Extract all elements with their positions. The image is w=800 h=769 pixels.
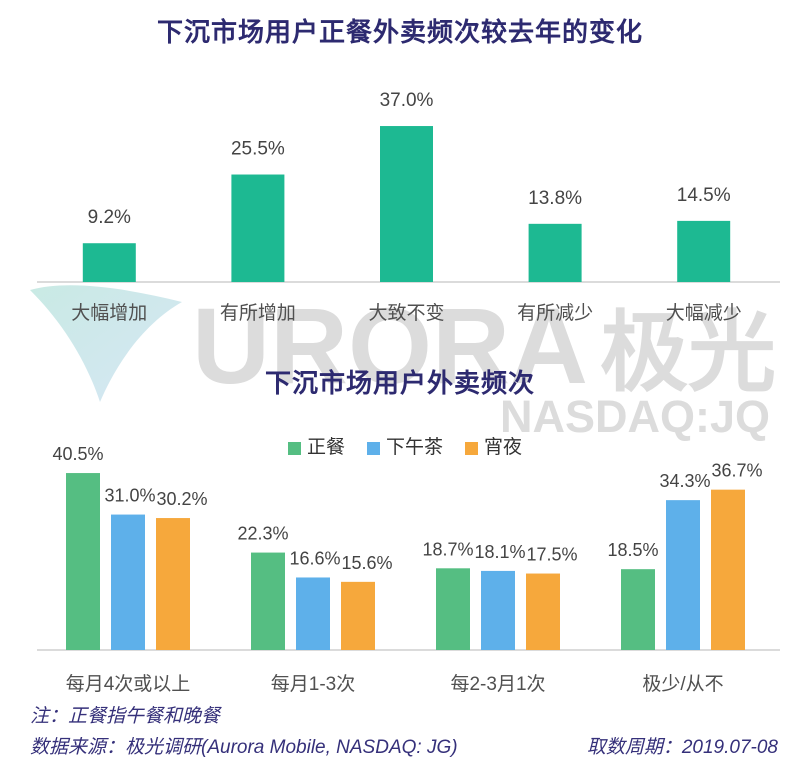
chart-2-bar [481, 570, 515, 650]
legend-label: 下午茶 [385, 437, 443, 458]
footnote-period: 取数周期：2019.07-08 [586, 737, 778, 758]
chart-2-value-label: 30.2% [156, 489, 207, 509]
chart-2-bar [156, 518, 190, 650]
chart-2-bar [621, 569, 655, 650]
chart-1-bar [528, 223, 582, 282]
chart-1-plot: 9.2% 25.5% 37.0% 13.8% 14.5% 大幅增加 有所增加 大致不变 有所减少… [37, 90, 780, 324]
chart-2-bar [111, 514, 145, 650]
chart-2-value-label: 40.5% [52, 444, 103, 464]
chart-2-value-label: 31.0% [104, 486, 155, 506]
chart-2-bar [296, 577, 330, 650]
chart-1-value-label: 13.8% [528, 188, 582, 209]
chart-1-bar [231, 174, 285, 282]
chart-1-bar [82, 243, 136, 282]
chart-2-value-label: 18.5% [607, 540, 658, 560]
chart-2-value-label: 18.1% [474, 542, 525, 562]
legend-item-meal: 正餐 [287, 436, 345, 460]
footnote-source: 数据来源：极光调研(Aurora Mobile, NASDAQ: JG) [30, 737, 458, 758]
chart-2-plot: 40.5% 31.0% 30.2% 每月4次或以上 22.3%16.6% 15.6% 每月1… [37, 444, 780, 695]
chart-1-bar [380, 126, 433, 282]
legend-swatch [287, 441, 301, 455]
chart-1-category-label: 大致不变 [368, 302, 444, 324]
chart-1-value-label: 9.2% [88, 207, 131, 228]
legend-item-afternoon-tea: 下午茶 [366, 436, 443, 460]
legend-label: 宵夜 [484, 437, 523, 458]
chart-2-category-label: 每月1-3次 [271, 673, 355, 695]
chart-1-value-label: 14.5% [677, 185, 731, 206]
chart-2-value-label: 15.6% [341, 553, 392, 573]
chart-2-category-label: 每月4次或以上 [66, 673, 191, 695]
chart-2-bar [341, 581, 375, 650]
legend-label: 正餐 [306, 437, 345, 458]
chart-2-value-label: 18.7% [422, 539, 473, 559]
chart-2-category-label: 每2-3月1次 [450, 673, 545, 695]
chart-1-value-label: 37.0% [380, 90, 434, 111]
footnote-note: 注：正餐指午餐和晚餐 [30, 706, 221, 727]
legend-swatch [366, 441, 380, 455]
chart-2-bar [436, 568, 470, 650]
chart-2-bar [666, 500, 700, 650]
legend-swatch [465, 441, 478, 455]
chart-2-value-label: 36.7% [711, 461, 762, 481]
chart-2-value-label: 16.6% [289, 548, 340, 568]
chart-2-legend: 正餐 下午茶 宵夜 [10, 436, 800, 460]
chart-2-bar [66, 473, 100, 650]
chart-1-category-label: 大幅增加 [71, 302, 147, 324]
chart-1-title: 下沉市场用户正餐外卖频次较去年的变化 [156, 17, 643, 47]
chart-2-value-label: 34.3% [659, 471, 710, 491]
chart-2-value-label: 17.5% [526, 545, 577, 565]
chart-1-bar [677, 220, 731, 282]
chart-1-category-label: 大幅减少 [666, 302, 742, 324]
chart-2-value-label: 22.3% [237, 524, 288, 544]
legend-item-late-night-snack: 宵夜 [465, 436, 522, 460]
chart-2-bar [526, 573, 560, 650]
chart-2-bar [251, 552, 285, 650]
chart-2-bar [711, 489, 745, 650]
chart-2-title: 下沉市场用户外卖频次 [264, 368, 535, 398]
chart-2-category-label: 极少/从不 [642, 673, 723, 695]
chart-1-category-label: 有所增加 [220, 302, 296, 324]
chart-1-category-label: 有所减少 [517, 302, 593, 324]
chart-1-value-label: 25.5% [231, 139, 285, 160]
